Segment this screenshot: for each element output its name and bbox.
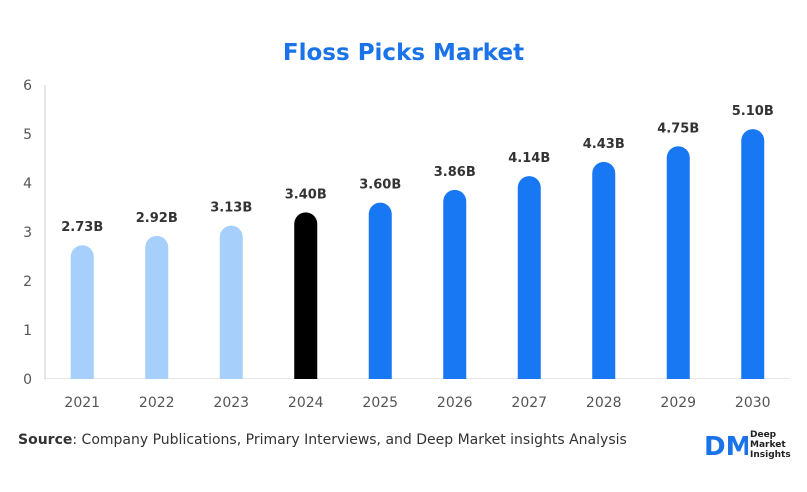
data-label: 3.40B <box>285 187 327 202</box>
y-tick-label: 6 <box>23 78 32 94</box>
source-label: Source <box>18 432 73 448</box>
bar-2029 <box>666 146 690 391</box>
bar-2022 <box>145 235 169 391</box>
source-note: Source: Company Publications, Primary In… <box>18 432 627 448</box>
data-label: 3.86B <box>434 165 476 180</box>
data-label: 3.13B <box>210 201 252 216</box>
baseline-mask <box>46 379 791 393</box>
data-label: 2.92B <box>136 211 178 226</box>
x-tick-label: 2026 <box>437 395 473 411</box>
x-tick-label: 2030 <box>735 395 771 411</box>
x-tick-label: 2024 <box>288 395 324 411</box>
y-tick-label: 4 <box>23 176 32 192</box>
data-label: 4.75B <box>657 121 699 136</box>
x-tick-label: 2025 <box>362 395 398 411</box>
bar-2023 <box>219 225 243 391</box>
chart-title: Floss Picks Market <box>282 40 525 66</box>
data-label: 2.73B <box>61 220 103 235</box>
bars <box>46 129 791 393</box>
bar-2021 <box>70 245 94 391</box>
data-label: 4.14B <box>508 151 550 166</box>
dm-logo-icon: DM <box>704 432 751 462</box>
x-tick-label: 2028 <box>586 395 622 411</box>
logo-line-2: Market <box>750 440 786 450</box>
x-tick-label: 2021 <box>64 395 100 411</box>
data-label: 5.10B <box>732 104 774 119</box>
data-label: 3.60B <box>359 178 401 193</box>
source-text: : Company Publications, Primary Intervie… <box>72 432 627 448</box>
y-axis-ticks: 0 1 2 3 4 5 6 <box>23 78 32 388</box>
bar-2025 <box>368 202 392 391</box>
data-labels: 2.73B 2.92B 3.13B 3.40B 3.60B 3.86B 4.14B 4.43B… <box>61 104 773 235</box>
bar-2028 <box>592 161 616 391</box>
y-tick-label: 5 <box>23 127 32 143</box>
data-label: 4.43B <box>583 137 625 152</box>
logo-line-1: Deep <box>750 430 777 440</box>
y-tick-label: 3 <box>23 225 32 241</box>
x-tick-label: 2027 <box>511 395 547 411</box>
x-tick-label: 2029 <box>660 395 696 411</box>
y-tick-label: 2 <box>23 274 32 290</box>
logo-line-3: Insights <box>750 450 791 460</box>
bar-2030 <box>741 129 765 391</box>
logo-mark: DM <box>704 432 748 462</box>
bar-2027 <box>517 176 541 391</box>
logo-wordmark: Deep Market Insights <box>750 430 791 460</box>
bar-2026 <box>443 189 467 391</box>
x-axis-ticks: 2021 2022 2023 2024 2025 2026 2027 2028 2029 2030 <box>64 395 770 411</box>
y-tick-label: 0 <box>23 372 32 388</box>
x-tick-label: 2022 <box>139 395 175 411</box>
bar-2024 <box>294 212 318 391</box>
x-tick-label: 2023 <box>213 395 249 411</box>
deep-market-insights-logo: DM Deep Market Insights <box>704 428 794 464</box>
y-tick-label: 1 <box>23 323 32 339</box>
